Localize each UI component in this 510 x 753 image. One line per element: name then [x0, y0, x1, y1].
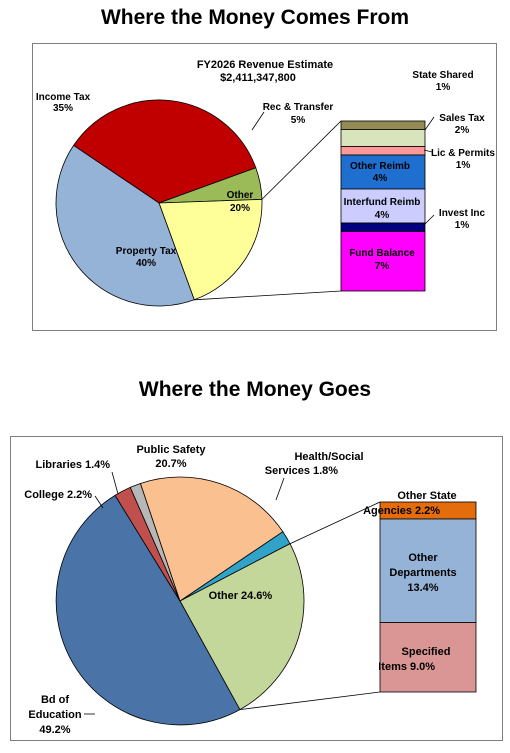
specified-items-label-2: Items [378, 661, 407, 673]
invest-inc-leader [423, 214, 435, 226]
libraries-label: Libraries [36, 459, 82, 471]
expense-breakdown-bar [379, 501, 477, 693]
income-tax-pct: 35% [53, 103, 73, 114]
expense-connector-bottom [239, 691, 381, 710]
health-social-pct: 1.8% [313, 465, 338, 477]
revenue-segment-lic-permits [340, 146, 426, 156]
revenue-segment-interfund-reimb [340, 188, 426, 224]
fund-balance-label: Fund Balance [349, 248, 415, 259]
libraries-pct: 1.4% [85, 459, 110, 471]
health-social-leader [275, 477, 285, 501]
revenue-subtitle-line2: $2,411,347,800 [220, 72, 296, 84]
revenue-chart-title: Where the Money Comes From [100, 6, 410, 29]
revenue-breakdown-bar [340, 120, 426, 292]
lic-permits-pct: 1% [456, 160, 471, 171]
other-reimb-label: Other Reimb [350, 161, 410, 172]
revenue-connector-bottom [194, 290, 342, 301]
expense-chart-title: Where the Money Goes [138, 378, 372, 401]
expense-slice-bd-of-education [55, 494, 241, 726]
revenue-slice-property-tax [55, 144, 195, 307]
other-state-label-2: Agencies [363, 505, 412, 517]
other-departments-pct: 13.4% [407, 582, 438, 594]
public-safety-label: Public Safety [136, 444, 206, 456]
rec-transfer-pct: 5% [291, 115, 306, 126]
expense-pie [55, 476, 305, 726]
revenue-connector-top [261, 120, 342, 200]
lic-permits-label: Lic & Permits [431, 148, 495, 159]
other-expense-pct: 24.6% [241, 590, 272, 602]
rec-transfer-leader [251, 111, 265, 131]
revenue-connectors [194, 120, 342, 301]
sales-tax-leader [424, 116, 435, 131]
college-leader [94, 495, 104, 509]
specified-items-label-1: Specified [402, 646, 451, 658]
fund-balance-pct: 7% [375, 261, 390, 272]
invest-inc-pct: 1% [455, 220, 470, 231]
state-shared-pct: 1% [436, 82, 451, 93]
expense-slice-public-safety [139, 476, 284, 602]
property-tax-pct: 40% [136, 258, 156, 269]
revenue-segment-state-shared [340, 120, 426, 130]
other-revenue-pct: 20% [230, 203, 250, 214]
revenue-slice-other [158, 198, 263, 301]
revenue-slice-income-tax [73, 99, 257, 204]
revenue-segment-other-reimb [340, 154, 426, 190]
expense-slice-other [179, 543, 305, 711]
other-state-pct: 2.2% [415, 505, 440, 517]
other-revenue-label: Other [227, 190, 254, 201]
college-label: College [24, 489, 64, 501]
health-social-label: Health/Social [294, 451, 363, 463]
other-state-label: Other State [397, 490, 456, 502]
expense-segment-specified-items [379, 622, 477, 693]
other-departments-label-1: Other [408, 552, 438, 564]
lic-permits-leader [423, 149, 433, 153]
interfund-reimb-label: Interfund Reimb [344, 197, 421, 208]
other-reimb-pct: 4% [373, 173, 388, 184]
expense-connector-top [289, 501, 381, 545]
state-shared-label: State Shared [412, 70, 473, 81]
public-safety-pct: 20.7% [155, 458, 186, 470]
bd-education-label-2: Education [28, 709, 81, 721]
revenue-segment-fund-balance [340, 231, 426, 292]
bd-education-label-1: Bd of [41, 694, 69, 706]
college-pct: 2.2% [67, 489, 92, 501]
income-tax-label: Income Tax [36, 92, 91, 103]
bd-education-pct: 49.2% [39, 724, 70, 736]
expense-connectors [239, 501, 381, 710]
libraries-leader [111, 471, 119, 495]
other-departments-label-2: Departments [389, 567, 456, 579]
revenue-pie [55, 99, 263, 307]
specified-items-pct: 9.0% [410, 661, 435, 673]
sales-tax-pct: 2% [455, 125, 470, 136]
interfund-reimb-pct: 4% [375, 210, 390, 221]
health-social-label-2: Services [265, 465, 310, 477]
invest-inc-label: Invest Inc [439, 208, 486, 219]
sales-tax-label: Sales Tax [439, 113, 485, 124]
property-tax-label: Property Tax [116, 246, 177, 257]
expense-segment-other-departments [379, 518, 477, 623]
revenue-segment-invest-inc [340, 222, 426, 232]
other-expense-label: Other [209, 590, 239, 602]
rec-transfer-label: Rec & Transfer [263, 102, 334, 113]
revenue-segment-sales-tax [340, 129, 426, 147]
revenue-subtitle-line1: FY2026 Revenue Estimate [197, 59, 333, 71]
